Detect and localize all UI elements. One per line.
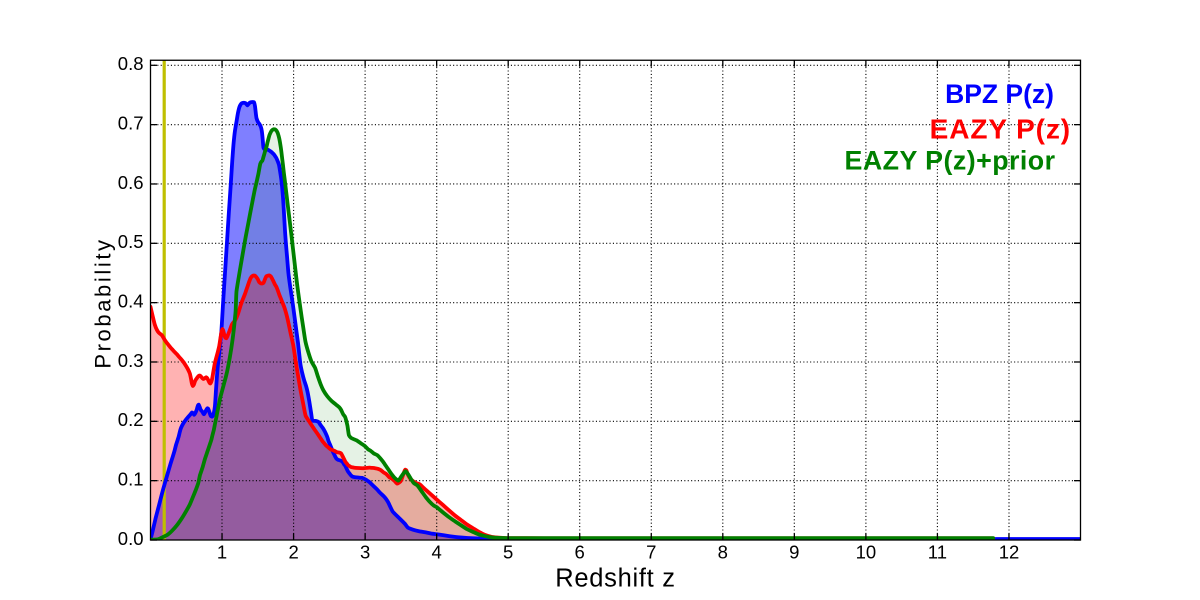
svg-text:12: 12	[999, 542, 1020, 563]
svg-text:0.3: 0.3	[118, 350, 144, 371]
svg-text:6: 6	[575, 542, 585, 563]
svg-text:0.7: 0.7	[118, 112, 144, 133]
svg-text:3: 3	[360, 542, 370, 563]
svg-text:9: 9	[789, 542, 799, 563]
svg-text:11: 11	[928, 542, 947, 563]
svg-text:0.8: 0.8	[118, 53, 144, 74]
svg-text:0.6: 0.6	[118, 172, 144, 193]
svg-text:8: 8	[718, 542, 728, 563]
svg-text:0.1: 0.1	[118, 469, 144, 490]
svg-text:2: 2	[288, 542, 298, 563]
svg-text:EAZY P(z): EAZY P(z)	[930, 114, 1071, 145]
svg-text:BPZ P(z): BPZ P(z)	[945, 79, 1054, 109]
svg-text:0.2: 0.2	[118, 409, 144, 430]
svg-text:Probability: Probability	[91, 237, 116, 368]
svg-text:10: 10	[856, 542, 877, 563]
svg-text:0.5: 0.5	[118, 231, 144, 252]
svg-text:7: 7	[646, 542, 656, 563]
svg-text:EAZY P(z)+prior: EAZY P(z)+prior	[845, 146, 1056, 176]
svg-text:1: 1	[217, 542, 227, 563]
svg-text:5: 5	[503, 542, 513, 563]
svg-text:4: 4	[432, 542, 442, 563]
svg-text:Redshift z: Redshift z	[555, 565, 675, 593]
svg-text:0.4: 0.4	[118, 291, 144, 312]
svg-text:0.0: 0.0	[118, 528, 144, 549]
